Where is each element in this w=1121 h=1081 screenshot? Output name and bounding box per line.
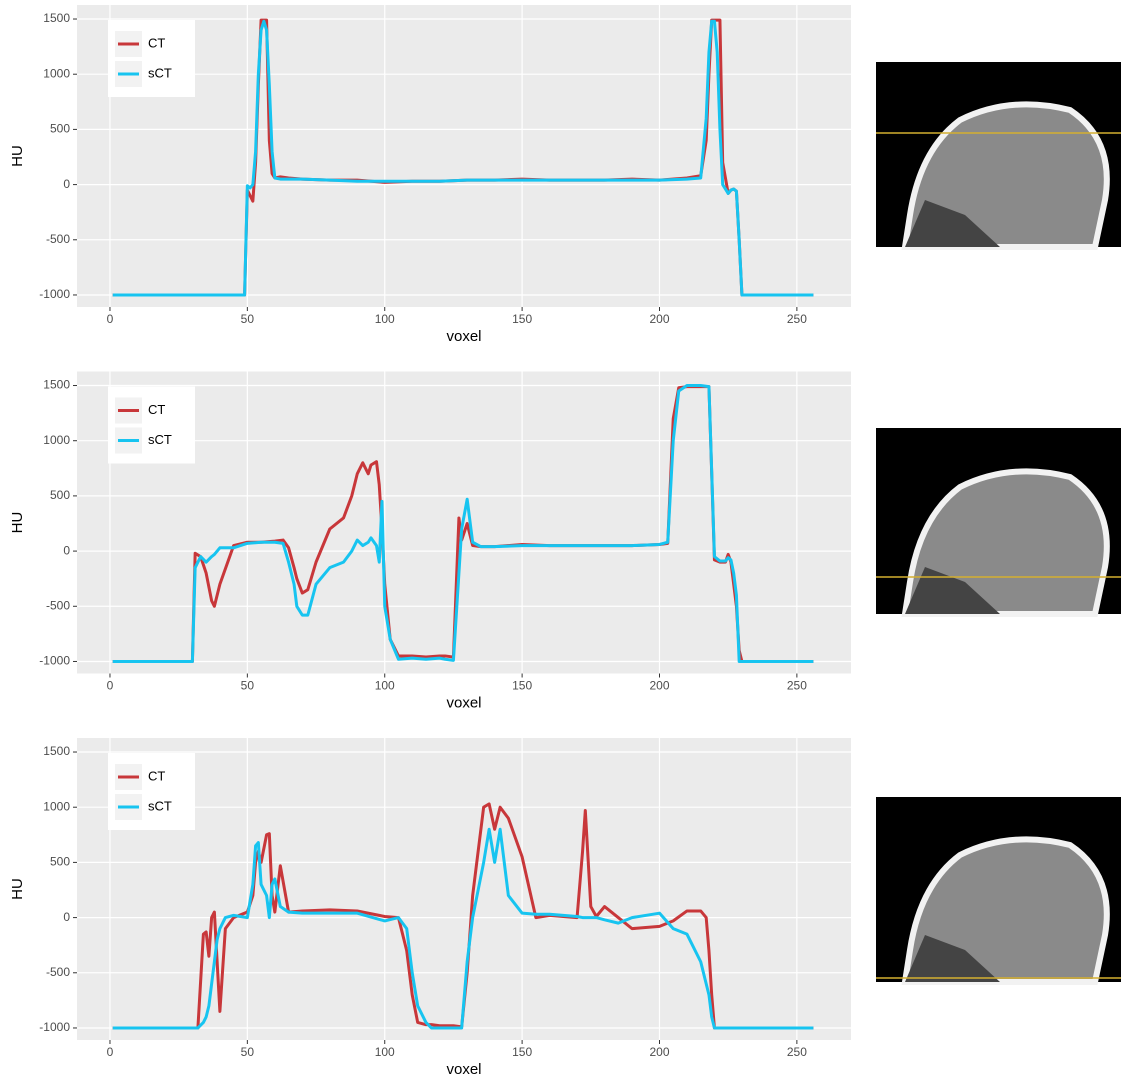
y-tick-label: 1500 [43,744,70,758]
legend-label: CT [148,768,165,783]
x-tick-label: 50 [241,1045,255,1059]
y-tick-label: 500 [50,488,70,502]
y-tick-label: 1000 [43,66,70,80]
legend-label: CT [148,35,165,50]
ct-slice-1 [876,62,1121,247]
x-tick-label: 250 [787,1045,807,1059]
y-tick-label: -1000 [39,1020,70,1034]
x-tick-label: 100 [375,679,395,693]
x-tick-label: 0 [107,679,114,693]
y-tick-label: 0 [63,177,70,191]
y-tick-label: 1500 [43,378,70,392]
y-tick-label: -1000 [39,287,70,301]
line-chart: -1000 -500 0 500 1000 1500 0 50 100 150 200 250 voxe… [9,738,851,1078]
page: -1000-500050010001500050100150200250voxe… [0,0,1121,1081]
line-chart: -1000 -500 0 500 1000 1500 0 50 100 150 200 250 voxe… [9,5,851,345]
x-tick-label: 150 [512,1045,532,1059]
y-tick-label: 500 [50,855,70,869]
y-tick-label: 1000 [43,799,70,813]
y-tick-label: -500 [46,965,70,979]
x-tick-label: 250 [787,679,807,693]
y-tick-label: 0 [63,910,70,924]
ct-slice-3 [876,797,1121,982]
x-tick-label: 100 [375,1045,395,1059]
y-tick-label: 1500 [43,11,70,25]
x-axis-label: voxel [446,694,481,711]
x-tick-label: 150 [512,312,532,326]
legend-label: sCT [148,432,172,447]
x-tick-label: 100 [375,312,395,326]
x-axis-label: voxel [446,1061,481,1078]
x-tick-label: 200 [649,679,669,693]
y-tick-label: 500 [50,122,70,136]
y-axis-label: HU [9,512,26,534]
x-tick-label: 150 [512,679,532,693]
x-tick-label: 50 [241,312,255,326]
line-chart: -1000 -500 0 500 1000 1500 0 50 100 150 200 250 voxe… [9,372,851,712]
legend-label: sCT [148,798,172,813]
y-tick-label: -500 [46,232,70,246]
y-tick-label: 1000 [43,433,70,447]
y-tick-label: -1000 [39,654,70,668]
x-tick-label: 200 [649,312,669,326]
x-tick-label: 50 [241,679,255,693]
figure: -1000-500050010001500050100150200250voxe… [0,0,1121,1081]
y-tick-label: -500 [46,598,70,612]
x-tick-label: 0 [107,1045,114,1059]
legend-label: CT [148,402,165,417]
y-tick-label: 0 [63,543,70,557]
y-axis-label: HU [9,145,26,167]
legend-label: sCT [148,65,172,80]
x-axis-label: voxel [446,328,481,345]
ct-slice-2 [876,428,1121,614]
x-tick-label: 250 [787,312,807,326]
x-tick-label: 0 [107,312,114,326]
y-axis-label: HU [9,878,26,900]
x-tick-label: 200 [649,1045,669,1059]
